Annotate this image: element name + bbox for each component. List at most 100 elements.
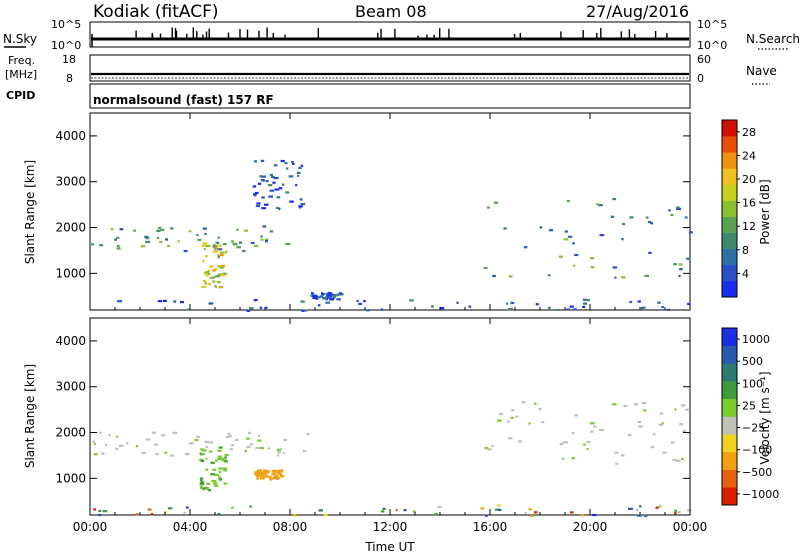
echo-cell — [158, 226, 162, 230]
echo-cell — [586, 440, 591, 444]
echo-cell — [497, 508, 502, 511]
y-tick-label: 2000 — [55, 221, 86, 235]
echo-cell — [534, 511, 538, 514]
echo-cell — [363, 300, 366, 303]
echo-cell — [165, 238, 168, 241]
echo-cell — [231, 444, 234, 447]
echo-cell — [218, 248, 223, 251]
echo-cell — [227, 432, 231, 435]
echo-cell — [558, 255, 563, 258]
echo-cell — [262, 179, 266, 182]
echo-cell — [623, 404, 628, 408]
echo-cell — [279, 447, 282, 450]
echo-cell — [621, 276, 626, 279]
echo-cell — [642, 306, 646, 309]
echo-cell — [508, 308, 513, 311]
echo-cell — [485, 514, 488, 517]
x-tick-label: 12:00 — [373, 520, 408, 534]
echo-cell — [272, 476, 278, 480]
nsky-label: N.Sky — [3, 32, 37, 46]
echo-cell — [167, 507, 173, 510]
y-tick-label: 2000 — [55, 426, 86, 440]
echo-cell — [216, 281, 221, 284]
echo-cell — [313, 295, 318, 298]
echo-cell — [115, 236, 120, 239]
echo-cell — [217, 455, 222, 458]
echo-cell — [258, 471, 264, 475]
echo-cell — [177, 240, 180, 243]
echo-cell — [263, 471, 268, 474]
echo-cell — [280, 159, 285, 163]
echo-cell — [267, 447, 271, 450]
echo-cell — [524, 511, 527, 515]
echo-cell — [593, 425, 597, 428]
echo-cell — [249, 443, 254, 446]
echo-cell — [99, 431, 102, 434]
echo-cell — [322, 297, 328, 300]
echo-cell — [184, 452, 190, 456]
echo-cell — [650, 446, 655, 449]
echo-cell — [236, 228, 239, 231]
x-tick-label: 00:00 — [73, 520, 108, 534]
echo-cell — [115, 447, 119, 450]
echo-cell — [285, 243, 291, 246]
echo-cell — [98, 509, 102, 513]
echo-cell — [218, 286, 223, 289]
echo-cell — [276, 196, 281, 199]
echo-cell — [395, 508, 398, 512]
echo-cell — [511, 409, 515, 412]
echo-cell — [213, 484, 219, 487]
echo-cell — [235, 438, 239, 442]
echo-cell — [672, 458, 677, 461]
echo-cell — [188, 230, 192, 233]
echo-cell — [246, 445, 251, 449]
echo-cell — [678, 263, 683, 266]
y-tick-label: 4000 — [55, 129, 86, 143]
echo-cell — [589, 422, 595, 425]
echo-cell — [301, 309, 305, 312]
echo-cell — [269, 189, 275, 192]
echo-cell — [257, 434, 260, 437]
echo-cell — [492, 274, 496, 278]
echo-cell — [687, 509, 692, 512]
echo-cell — [281, 183, 285, 186]
echo-cell — [224, 250, 228, 253]
echo-cell — [277, 476, 280, 480]
freq-unit: [MHz] — [5, 68, 37, 81]
echo-cell — [216, 244, 222, 247]
echo-cell — [162, 299, 167, 302]
echo-cell — [319, 295, 324, 298]
echo-cell — [329, 293, 335, 297]
echo-cell — [199, 452, 202, 455]
echo-cell — [204, 440, 209, 443]
echo-cell — [202, 242, 208, 245]
echo-cell — [222, 243, 227, 246]
echo-cell — [676, 207, 682, 210]
echo-cell — [674, 509, 677, 512]
echo-cell — [167, 244, 170, 248]
velocity-panel-frame — [89, 317, 691, 516]
echo-cell — [256, 439, 262, 442]
echo-cell — [242, 249, 246, 253]
echo-cell — [620, 454, 625, 457]
echo-cell — [549, 229, 553, 232]
echo-cell — [215, 473, 219, 476]
echo-cell — [643, 409, 647, 412]
echo-cell — [205, 255, 208, 258]
echo-cell — [145, 240, 151, 243]
colorbar-step — [722, 248, 737, 266]
echo-cell — [274, 188, 280, 191]
echo-cell — [116, 247, 121, 250]
power-colorbar-label: Power [dB] — [758, 179, 772, 244]
y-tick-label: 1000 — [55, 266, 86, 280]
echo-cell — [104, 443, 108, 447]
echo-cell — [213, 482, 218, 485]
colorbar-step — [722, 381, 737, 400]
echo-cell — [648, 251, 652, 254]
echo-cell — [231, 240, 234, 243]
echo-cell — [298, 166, 302, 169]
echo-cell — [218, 265, 223, 268]
echo-cell — [276, 206, 279, 210]
echo-cell — [218, 273, 224, 276]
echo-cell — [273, 177, 279, 180]
